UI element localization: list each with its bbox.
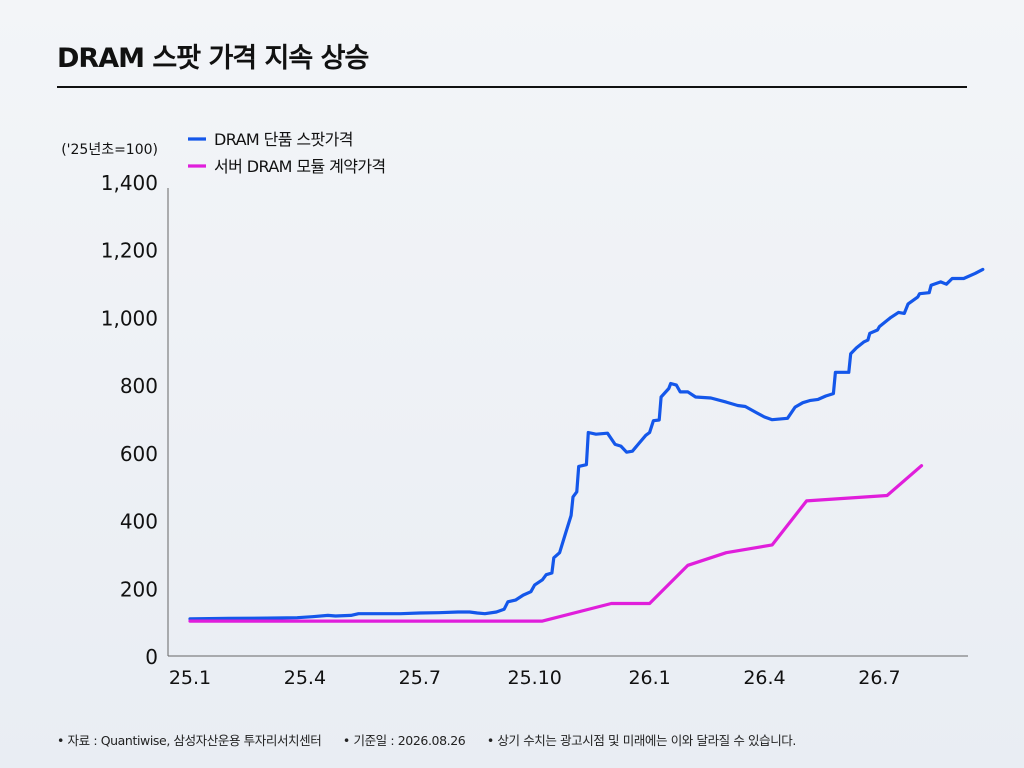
title-divider — [57, 86, 967, 88]
x-tick-label: 26.7 — [858, 667, 900, 689]
footer-base-date: • 기준일 : 2026.08.26 — [342, 733, 466, 748]
y-tick-label: 1,400 — [101, 171, 158, 195]
y-tick-label: 1,000 — [101, 306, 158, 330]
y-tick-label: 200 — [120, 577, 158, 601]
y-tick-label: 600 — [120, 442, 158, 466]
y-tick-label: 1,200 — [101, 239, 158, 263]
x-tick-label: 26.1 — [628, 667, 670, 689]
footer-source: • 자료 : Quantiwise, 삼성자산운용 투자리서치센터 — [57, 733, 322, 748]
y-tick-label: 0 — [145, 645, 158, 669]
x-tick-label: 25.7 — [399, 667, 441, 689]
footer-notes: • 자료 : Quantiwise, 삼성자산운용 투자리서치센터 • 기준일 … — [57, 730, 814, 749]
legend-label-2: 서버 DRAM 모듈 계약가격 — [214, 157, 386, 176]
x-tick-label: 25.4 — [284, 667, 326, 689]
chart-title: DRAM 스팟 가격 지속 상승 — [57, 43, 369, 74]
x-tick-label: 25.1 — [169, 667, 211, 689]
footer-disclaimer: • 상기 수치는 광고시점 및 미래에는 이와 달라질 수 있습니다. — [486, 733, 797, 748]
series-line-2 — [188, 464, 924, 623]
x-tick-label: 25.10 — [507, 667, 561, 689]
y-tick-label: 800 — [120, 374, 158, 398]
y-tick-label: 400 — [120, 510, 158, 534]
y-axis-unit-label: ('25년초=100) — [61, 142, 158, 158]
x-tick-label: 26.4 — [743, 667, 785, 689]
series-line-1 — [188, 267, 985, 621]
legend-label-1: DRAM 단품 스팟가격 — [214, 130, 353, 149]
